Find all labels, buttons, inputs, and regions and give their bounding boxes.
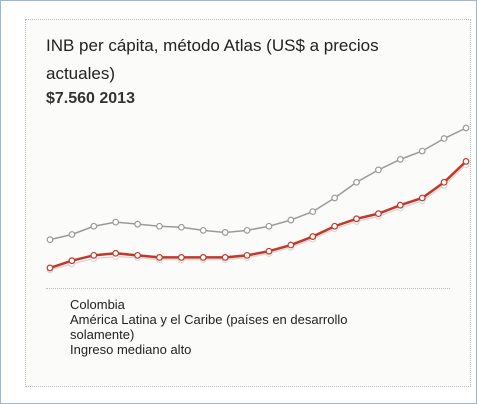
point <box>309 233 317 240</box>
point <box>440 178 448 186</box>
point <box>177 223 185 231</box>
point <box>156 222 163 230</box>
point <box>221 254 229 261</box>
series-line <box>49 164 467 271</box>
point <box>418 147 426 155</box>
point <box>46 264 54 272</box>
point <box>90 251 98 259</box>
point <box>353 178 360 186</box>
point <box>134 220 141 228</box>
point <box>396 155 404 163</box>
point <box>418 194 426 202</box>
point <box>243 226 251 234</box>
point <box>68 231 76 238</box>
point <box>46 236 54 244</box>
chart-subtitle: $7.560 2013 <box>46 90 135 107</box>
point <box>68 257 76 265</box>
point <box>90 222 98 230</box>
point <box>331 194 339 202</box>
legend-entry: Ingreso mediano alto <box>70 342 192 357</box>
point <box>243 251 251 259</box>
point <box>462 158 470 165</box>
point <box>462 124 470 132</box>
point <box>440 135 448 142</box>
point <box>353 215 360 223</box>
point <box>331 222 339 230</box>
point <box>396 201 404 209</box>
point <box>375 210 382 218</box>
point <box>221 229 229 236</box>
card: INB per cápita, método Atlas (US$ a prec… <box>25 19 471 387</box>
point <box>177 254 185 261</box>
legend-entry: América Latina y el Caribe (países en de… <box>70 312 348 342</box>
chart-title: INB per cápita, método Atlas (US$ a prec… <box>46 36 379 83</box>
point <box>134 251 141 259</box>
chart <box>46 124 470 274</box>
point <box>265 247 273 255</box>
point <box>309 208 317 215</box>
point <box>199 226 207 234</box>
point <box>112 249 120 257</box>
point <box>375 166 382 174</box>
point <box>199 254 207 261</box>
legend: Colombia América Latina y el Caribe (país… <box>46 288 450 357</box>
point <box>287 241 295 249</box>
series-line <box>49 127 467 241</box>
legend-entry: Colombia <box>70 297 125 312</box>
point <box>156 254 163 261</box>
series-line <box>49 160 467 270</box>
point <box>112 218 120 226</box>
point <box>287 216 295 224</box>
point <box>265 222 273 230</box>
